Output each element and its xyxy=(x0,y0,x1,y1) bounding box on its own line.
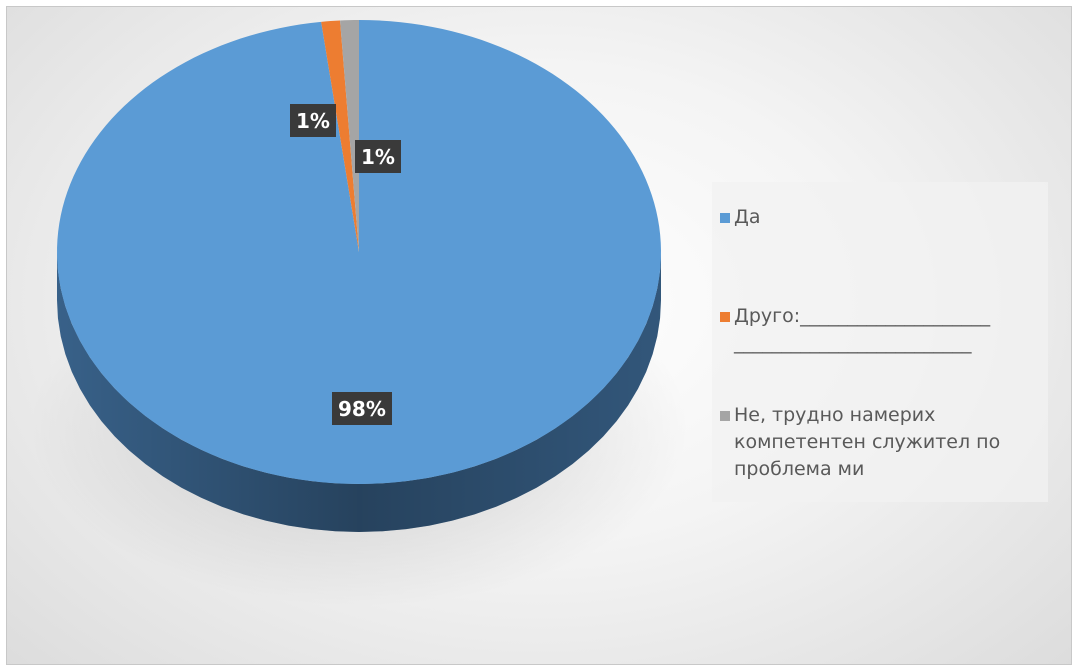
legend-swatch-drugo xyxy=(720,312,730,322)
pie-slice-2 xyxy=(340,20,359,252)
pie-slice-0 xyxy=(57,20,662,484)
pie-slice-side-shade-0 xyxy=(57,252,661,532)
legend-label-drugo: Друго:____________________ _____________… xyxy=(734,305,991,354)
legend-item-drugo: Друго:____________________ _____________… xyxy=(720,303,990,357)
legend-label-da: Да xyxy=(734,206,761,228)
data-label-0: 98% xyxy=(332,392,392,425)
pie-chart xyxy=(29,20,689,607)
data-label-2: 1% xyxy=(355,140,401,173)
chart-legend: Да Друго:____________________ __________… xyxy=(712,182,1048,502)
data-label-1: 1% xyxy=(290,104,336,137)
legend-swatch-da xyxy=(720,213,730,223)
legend-label-ne: Не, трудно намерих компетентен служител … xyxy=(734,404,1001,480)
chart-area: Да Друго:____________________ __________… xyxy=(6,6,1072,665)
legend-item-da: Да xyxy=(720,204,761,231)
legend-swatch-ne xyxy=(720,411,730,421)
legend-item-ne: Не, трудно намерих компетентен служител … xyxy=(720,402,1040,483)
pie-slice-1 xyxy=(321,20,359,253)
